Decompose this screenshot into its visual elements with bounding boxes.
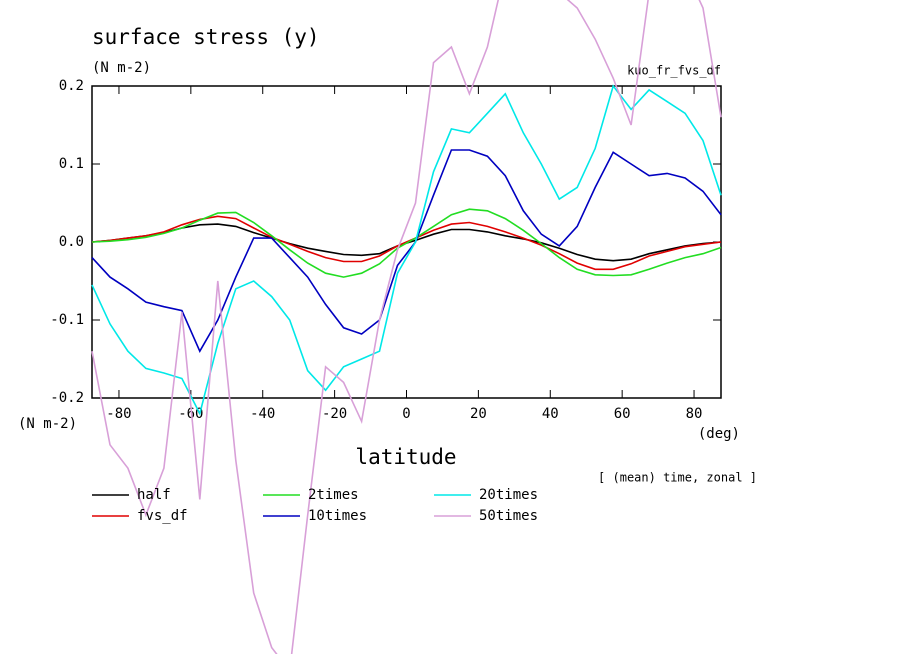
series-line bbox=[91, 149, 722, 353]
legend-label: half bbox=[137, 487, 171, 503]
x-tick-label: -80 bbox=[106, 406, 131, 422]
x-tick-label: 0 bbox=[402, 406, 410, 422]
legend-label: 50times bbox=[479, 508, 538, 524]
x-tick-label: 40 bbox=[542, 406, 559, 422]
annotation: kuo_fr_fvs_df bbox=[627, 64, 721, 78]
x-tick-label: 20 bbox=[470, 406, 487, 422]
x-axis-label: latitude bbox=[355, 445, 456, 469]
legend-label: 20times bbox=[479, 487, 538, 503]
legend-label: 2times bbox=[308, 487, 359, 503]
legend-label: fvs_df bbox=[137, 508, 188, 524]
y-tick-label: 0.1 bbox=[59, 156, 84, 172]
chart-title: surface stress (y) bbox=[92, 25, 320, 49]
x-tick-label: 60 bbox=[614, 406, 631, 422]
x-tick-label: -40 bbox=[250, 406, 275, 422]
note: [ (mean) time, zonal ] bbox=[598, 471, 757, 485]
y-tick-label: 0.0 bbox=[59, 234, 84, 250]
series-line bbox=[91, 84, 722, 416]
x-tick-label: 80 bbox=[686, 406, 703, 422]
x-tick-label: -20 bbox=[322, 406, 347, 422]
y-axis-label: (N m-2) bbox=[18, 416, 77, 432]
subtitle: (N m-2) bbox=[92, 60, 151, 76]
series-line bbox=[91, 215, 722, 271]
series-line bbox=[91, 0, 722, 654]
legend-label: 10times bbox=[308, 508, 367, 524]
y-tick-label: 0.2 bbox=[59, 78, 84, 94]
x-axis-unit: (deg) bbox=[698, 426, 740, 442]
y-tick-label: -0.2 bbox=[50, 390, 84, 406]
series-line bbox=[91, 208, 722, 278]
y-tick-label: -0.1 bbox=[50, 312, 84, 328]
